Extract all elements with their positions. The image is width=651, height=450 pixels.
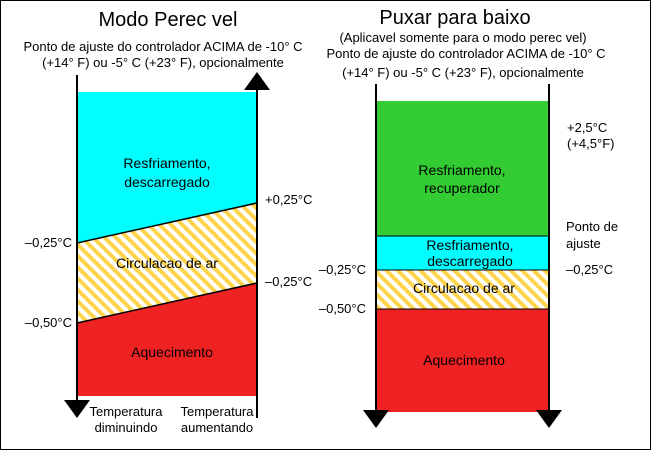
- left-label-minus-050: –0,50°C: [25, 315, 72, 330]
- left-zone-cooling-unloaded: [77, 92, 257, 243]
- right-title: Puxar para baixo: [379, 7, 530, 29]
- left-footer-increasing-2: aumentando: [181, 420, 253, 435]
- right-subtitle-line2: Ponto de ajuste do controlador ACIMA de …: [326, 46, 605, 61]
- right-label-setpoint-1: Ponto de: [566, 219, 618, 234]
- right-label-plus-45f: (+4,5°F): [567, 136, 614, 151]
- left-arrow-up-icon: [244, 72, 270, 90]
- right-zone-air-label: Circulacao de ar: [413, 280, 515, 296]
- right-of-left-label-plus-025: +0,25°C: [265, 192, 312, 207]
- left-zone-cooling-label-1: Resfriamento,: [123, 155, 210, 171]
- right-zone-heating-label: Aquecimento: [423, 352, 505, 368]
- right-label-setpoint-2: ajuste: [566, 236, 601, 251]
- left-zone-cooling-label-2: descarregado: [124, 174, 210, 190]
- right-zone-cooling-loaded-label-2: recuperador: [424, 180, 500, 196]
- left-subtitle-line2: (+14° F) ou -5° C (+23° F), opcionalment…: [42, 55, 284, 70]
- left-arrow-down-icon: [64, 400, 90, 418]
- left-footer-decreasing-2: diminuindo: [95, 420, 158, 435]
- left-diagram: Modo Perec vel Ponto de ajuste do contro…: [23, 9, 312, 435]
- right-label-minus-025-left: –0,25°C: [319, 262, 366, 277]
- left-title: Modo Perec vel: [99, 9, 238, 31]
- right-zone-air-circulation: [376, 270, 549, 309]
- right-label-minus-050-left: –0,50°C: [319, 301, 366, 316]
- left-subtitle-line1: Ponto de ajuste do controlador ACIMA de …: [23, 39, 302, 54]
- left-footer-decreasing-1: Temperatura: [90, 404, 164, 419]
- left-label-minus-025: –0,25°C: [25, 235, 72, 250]
- right-of-left-label-minus-025: –0,25°C: [265, 274, 312, 289]
- right-right-arrow-down-icon: [536, 410, 562, 428]
- left-zone-heating: [77, 283, 257, 396]
- right-zone-cooling-loaded: [376, 101, 549, 236]
- right-left-arrow-down-icon: [363, 410, 389, 428]
- right-subtitle-line1: (Aplicavel somente para o modo perec vel…: [339, 30, 586, 45]
- right-zone-cooling-loaded-label-1: Resfriamento,: [418, 162, 505, 178]
- left-boundary-upper: [76, 202, 258, 244]
- right-diagram: Puxar para baixo (Aplicavel somente para…: [319, 7, 618, 428]
- left-zone-heating-label: Aquecimento: [131, 344, 213, 360]
- right-zone-heating: [376, 309, 549, 412]
- right-zone-cooling-unloaded: [376, 236, 549, 270]
- right-label-plus-25: +2,5°C: [567, 120, 607, 135]
- left-boundary-lower: [76, 282, 258, 324]
- right-zone-cooling-unloaded-label-2: descarregado: [427, 253, 513, 269]
- left-zone-air-label: Circulacao de ar: [116, 255, 218, 271]
- right-subtitle-line3: (+14° F) ou -5° C (+23° F), opcionalment…: [342, 65, 584, 80]
- left-footer-increasing-1: Temperatura: [181, 404, 255, 419]
- right-label-minus-025-right: –0,25°C: [566, 262, 613, 277]
- right-zone-cooling-unloaded-label-1: Resfriamento,: [426, 237, 513, 253]
